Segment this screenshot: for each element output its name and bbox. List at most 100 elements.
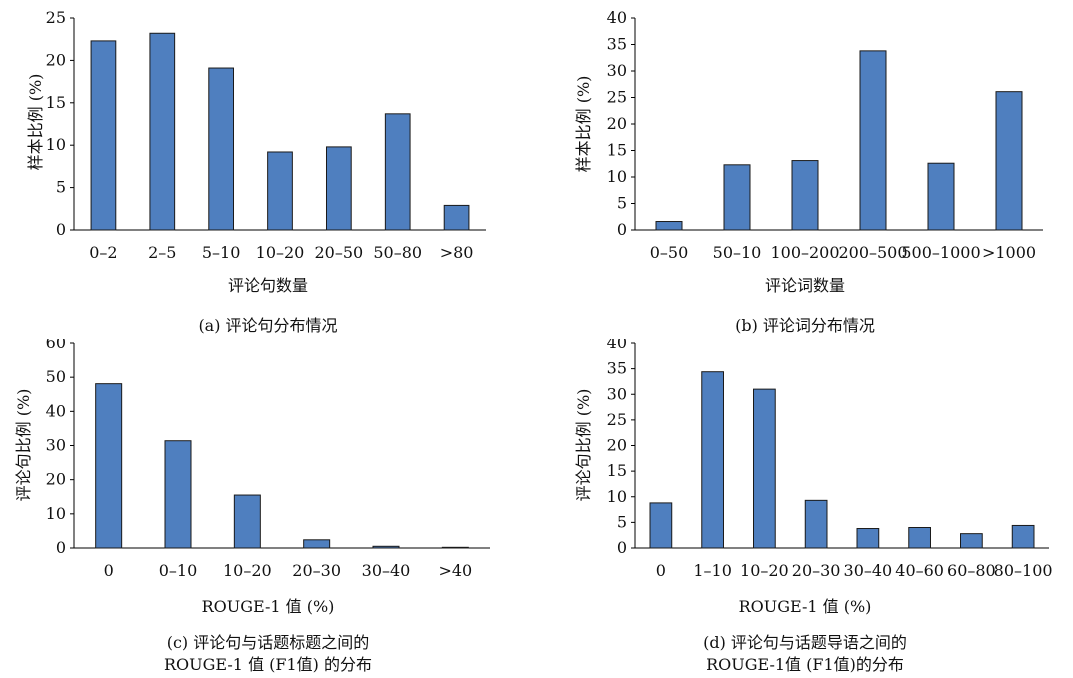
bar	[995, 91, 1023, 231]
y-tick-label: 0	[56, 538, 66, 557]
y-tick-label: 50	[46, 367, 66, 386]
y-tick-label: 30	[46, 436, 66, 455]
x-tick-label: 0–2	[89, 243, 117, 262]
y-tick-label: 30	[607, 61, 627, 80]
bar	[753, 388, 776, 549]
chart-caption-line-1: (c) 评论句与话题标题之间的	[166, 633, 370, 652]
x-tick-label: >80	[440, 243, 474, 262]
y-tick-label: 25	[46, 8, 66, 27]
x-tick-label: 80–100	[994, 561, 1053, 580]
y-tick-label: 10	[46, 504, 66, 523]
bar	[908, 527, 931, 549]
x-tick-label: 60–80	[947, 561, 996, 580]
bar	[149, 32, 176, 231]
chart-caption-line-2: ROUGE-1 值 (F1值) 的分布	[163, 655, 373, 674]
x-tick-label: 50–80	[373, 243, 422, 262]
bar-chart-a: 0 5 10 15 20 25 0–2 2–5 5–10 10–20 20–50 50–80 >80	[46, 8, 486, 262]
bar	[701, 371, 724, 549]
y-tick-label: 25	[607, 88, 627, 107]
x-tick-label: 20–30	[292, 561, 341, 580]
x-tick-label: 40–60	[895, 561, 944, 580]
chart-caption-line-2: ROUGE-1值 (F1值)的分布	[706, 655, 904, 674]
bar	[90, 40, 117, 231]
y-tick-label: 15	[607, 141, 627, 160]
bar	[856, 528, 880, 549]
bar	[208, 67, 235, 231]
y-tick-label: 5	[617, 512, 627, 531]
y-tick-label: 15	[46, 93, 66, 112]
y-tick-label: 0	[56, 220, 66, 239]
chart-caption: (a) 评论句分布情况	[198, 316, 338, 335]
bar	[443, 204, 470, 231]
x-tick-label: 50–10	[713, 243, 762, 262]
bar	[723, 164, 751, 231]
x-tick-label: 200–500	[838, 243, 907, 262]
y-tick-label: 60	[46, 339, 66, 352]
bar	[927, 162, 955, 231]
chart-panel-d: 0 5 10 15 20 25 30 35 40 0 1–10 10–20 20–30 30–40 40–6…	[537, 339, 1073, 678]
bar	[372, 545, 400, 549]
bar	[95, 383, 123, 549]
y-axis-label: 评论句比例 (%)	[574, 388, 593, 502]
x-tick-label: 100–200	[770, 243, 839, 262]
x-tick-label: 0	[104, 561, 114, 580]
bar	[649, 502, 673, 549]
bar	[325, 146, 352, 231]
x-tick-label: >1000	[982, 243, 1036, 262]
x-axis-label: ROUGE-1 值 (%)	[738, 597, 872, 616]
x-tick-label: 0	[656, 561, 666, 580]
x-tick-label: 30–40	[362, 561, 411, 580]
bar	[233, 494, 261, 549]
chart-caption: (b) 评论词分布情况	[735, 316, 875, 335]
bar-chart-d: 0 5 10 15 20 25 30 35 40 0 1–10 10–20 20–30 30–40 40–6…	[607, 339, 1053, 580]
chart-panel-c: 0 10 20 30 40 50 60 0 0–10 10–20 20–30 30–40 >40 评论句…	[0, 339, 536, 678]
bar	[960, 533, 983, 549]
x-tick-label: 10–20	[740, 561, 789, 580]
x-tick-label: 2–5	[148, 243, 176, 262]
x-tick-label: >40	[438, 561, 472, 580]
x-tick-label: 10–20	[256, 243, 305, 262]
x-tick-label: 20–50	[314, 243, 363, 262]
y-axis-label: 样本比例 (%)	[574, 75, 593, 173]
y-tick-label: 10	[607, 167, 627, 186]
chart-panel-b: 0 5 10 15 20 25 30 35 40 0–50 50–10 100–200 200–500 5…	[537, 0, 1073, 339]
bar	[384, 113, 411, 231]
chart-panel-a: 0 5 10 15 20 25 0–2 2–5 5–10 10–20 20–50 50–80 >80 样…	[0, 0, 536, 339]
bar	[1011, 524, 1035, 549]
y-tick-label: 40	[607, 339, 627, 352]
chart-caption-line-1: (d) 评论句与话题导语之间的	[703, 633, 907, 652]
bar	[303, 539, 331, 549]
y-tick-label: 20	[46, 50, 66, 69]
y-axis-label: 评论句比例 (%)	[14, 388, 33, 502]
bar-chart-c: 0 10 20 30 40 50 60 0 0–10 10–20 20–30 30–40 >40	[46, 339, 490, 580]
y-axis-label: 样本比例 (%)	[26, 73, 45, 171]
y-tick-label: 20	[607, 436, 627, 455]
y-tick-label: 5	[617, 194, 627, 213]
y-tick-label: 35	[607, 35, 627, 54]
x-axis-label: 评论句数量	[227, 276, 308, 295]
y-tick-label: 25	[607, 410, 627, 429]
bar	[655, 221, 683, 231]
bar	[441, 546, 469, 549]
y-tick-label: 10	[46, 135, 66, 154]
bar	[791, 160, 819, 231]
x-tick-label: 1–10	[693, 561, 732, 580]
y-tick-label: 40	[46, 401, 66, 420]
y-tick-label: 5	[56, 178, 66, 197]
y-tick-label: 30	[607, 384, 627, 403]
bar	[859, 50, 887, 231]
x-tick-label: 0–50	[650, 243, 689, 262]
y-tick-label: 35	[607, 359, 627, 378]
x-axis-label: 评论词数量	[764, 276, 845, 295]
x-tick-label: 10–20	[223, 561, 272, 580]
bar	[267, 151, 293, 231]
y-tick-label: 40	[607, 8, 627, 27]
x-tick-label: 5–10	[202, 243, 241, 262]
x-tick-label: 0–10	[159, 561, 198, 580]
x-tick-label: 20–30	[792, 561, 841, 580]
y-tick-label: 0	[617, 220, 627, 239]
y-tick-label: 0	[617, 538, 627, 557]
x-axis-label: ROUGE-1 值 (%)	[201, 597, 335, 616]
x-tick-label: 500–1000	[901, 243, 980, 262]
y-tick-label: 20	[607, 114, 627, 133]
